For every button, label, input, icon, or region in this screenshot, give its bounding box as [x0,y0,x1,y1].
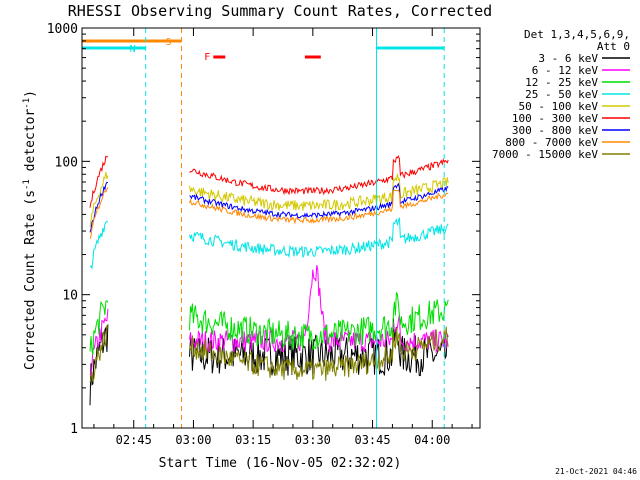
y-tick-label: 1000 [47,22,78,37]
y-tick-label: 1 [70,422,78,437]
series-line [89,154,449,208]
chart-title: RHESSI Observing Summary Count Rates, Co… [68,2,492,20]
x-axis-label: Start Time (16-Nov-05 02:32:02) [159,456,402,471]
x-tick-label: 04:00 [414,433,450,447]
series-line [89,187,449,239]
series-layer [89,154,449,406]
plot-frame [81,27,481,429]
y-tick-label: 100 [55,155,78,170]
legend-label: 3 - 6 keV [538,52,598,65]
flare-marker-label: F [204,52,210,63]
x-tick-label: 03:15 [235,433,271,447]
marker-label: S [165,37,171,48]
footer-date: 21-Oct-2021 04:46 [555,467,637,476]
legend-label: 800 - 7000 keV [505,136,598,149]
legend-header: Det 1,3,4,5,6,9, [524,28,630,41]
legend-label: 100 - 300 keV [512,112,598,125]
marker-label: N [130,44,136,55]
axes: 02:45 03:00 03:15 03:30 03:45 04:00 1 10 100 1000 [47,22,480,447]
x-tick-label: 03:45 [354,433,390,447]
legend-label: 300 - 800 keV [512,124,598,137]
series-line [89,217,449,270]
y-axis-label: Corrected Count Rate (s-1 detector-1) [22,90,38,370]
legend-label: 12 - 25 keV [525,76,598,89]
legend-label: 7000 - 15000 keV [492,148,598,161]
series-line [89,171,449,228]
legend-label: 25 - 50 keV [525,88,598,101]
series-line [89,325,449,383]
legend-label: 50 - 100 keV [519,100,599,113]
observing-markers: S N F [81,28,445,428]
legend-header: Att 0 [597,40,630,53]
series-line [89,181,449,233]
x-tick-label: 03:00 [175,433,211,447]
x-tick-label: 03:30 [295,433,331,447]
y-tick-label: 10 [62,289,78,304]
legend-label: 6 - 12 keV [532,64,599,77]
series-line [89,292,449,355]
x-tick-label: 02:45 [116,433,152,447]
